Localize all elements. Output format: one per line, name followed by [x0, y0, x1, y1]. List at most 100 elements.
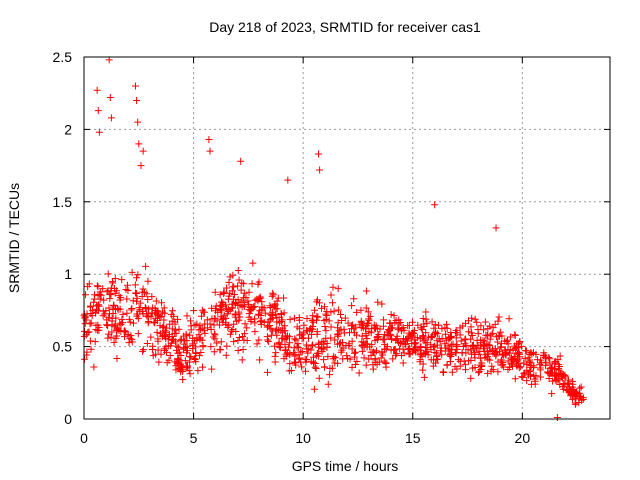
data-point — [431, 201, 439, 209]
y-tick-label: 1.5 — [53, 194, 73, 210]
data-point — [355, 369, 363, 377]
data-point — [234, 336, 242, 344]
data-point — [216, 345, 224, 353]
data-point — [494, 368, 502, 376]
data-point — [329, 299, 337, 307]
data-point — [308, 342, 316, 350]
data-point — [438, 325, 446, 333]
data-point — [347, 322, 355, 330]
data-point — [520, 359, 528, 367]
data-point — [128, 268, 136, 276]
data-point — [167, 339, 175, 347]
data-point — [107, 291, 115, 299]
data-point — [372, 322, 380, 330]
data-point — [195, 331, 203, 339]
data-point — [144, 295, 152, 303]
data-point — [518, 342, 526, 350]
data-point — [492, 349, 500, 357]
data-point — [387, 331, 395, 339]
data-point — [335, 327, 343, 335]
data-point — [481, 318, 489, 326]
data-point — [273, 318, 281, 326]
data-point — [216, 291, 224, 299]
data-point — [132, 274, 140, 282]
data-point — [174, 355, 182, 363]
x-tick-label: 15 — [405, 430, 421, 446]
data-point — [291, 335, 299, 343]
data-point — [81, 314, 89, 322]
data-point — [141, 303, 149, 311]
data-point — [168, 325, 176, 333]
data-point — [467, 356, 475, 364]
data-point — [113, 354, 121, 362]
data-point — [153, 310, 161, 318]
data-point — [492, 224, 500, 232]
data-point — [268, 312, 276, 320]
data-point — [143, 340, 151, 348]
data-point — [514, 344, 522, 352]
data-point — [291, 352, 299, 360]
data-point — [179, 368, 187, 376]
data-point — [333, 331, 341, 339]
y-tick-label: 0.5 — [53, 339, 73, 355]
data-point — [451, 348, 459, 356]
y-axis-label: SRMTID / TECUs — [6, 183, 22, 293]
data-point — [326, 371, 334, 379]
data-point — [489, 366, 497, 374]
data-point — [131, 289, 139, 297]
data-point — [420, 320, 428, 328]
data-point — [428, 332, 436, 340]
data-point — [373, 360, 381, 368]
data-point — [337, 325, 345, 333]
data-point — [422, 315, 430, 323]
data-point — [255, 311, 263, 319]
data-point — [290, 349, 298, 357]
data-point — [413, 334, 421, 342]
data-point — [234, 282, 242, 290]
data-point — [318, 304, 326, 312]
data-point — [406, 344, 414, 352]
data-point — [374, 298, 382, 306]
data-point — [430, 324, 438, 332]
data-point — [81, 355, 89, 363]
data-point — [222, 304, 230, 312]
data-point — [134, 330, 142, 338]
data-point — [99, 312, 107, 320]
data-point — [479, 336, 487, 344]
data-point — [223, 310, 231, 318]
data-point — [410, 329, 418, 337]
data-point — [302, 326, 310, 334]
data-point — [154, 346, 162, 354]
data-point — [314, 313, 322, 321]
data-point — [112, 305, 120, 313]
data-point — [353, 357, 361, 365]
data-point — [261, 309, 269, 317]
data-point — [434, 355, 442, 363]
data-point — [281, 336, 289, 344]
data-point — [341, 314, 349, 322]
data-point — [422, 308, 430, 316]
data-point — [158, 333, 166, 341]
data-point — [498, 332, 506, 340]
data-point — [274, 326, 282, 334]
data-point — [441, 340, 449, 348]
data-point — [338, 346, 346, 354]
data-point — [439, 368, 447, 376]
data-point — [187, 322, 195, 330]
data-point — [104, 270, 112, 278]
data-point — [138, 292, 146, 300]
data-point — [431, 328, 439, 336]
data-point — [258, 306, 266, 314]
data-point — [387, 310, 395, 318]
data-point — [251, 319, 259, 327]
data-point — [263, 323, 271, 331]
data-point — [373, 325, 381, 333]
data-point — [142, 262, 150, 270]
data-point — [506, 363, 514, 371]
data-point — [135, 140, 143, 148]
data-point — [207, 326, 215, 334]
data-point — [488, 362, 496, 370]
data-point — [135, 304, 143, 312]
data-point — [379, 351, 387, 359]
